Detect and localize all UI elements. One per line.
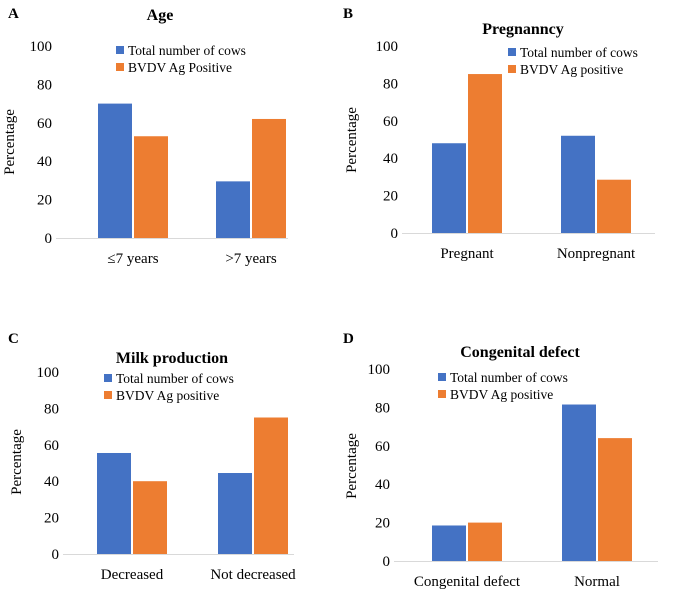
bar-total <box>98 103 132 238</box>
legend-label: Total number of cows <box>116 371 234 386</box>
legend-swatch-total <box>116 46 124 54</box>
bar-total <box>218 473 252 554</box>
legend-label: BVDV Ag positive <box>450 387 553 402</box>
y-tick-label: 20 <box>383 189 398 205</box>
legend-swatch-total <box>104 374 112 382</box>
chart-title: Pregnanncy <box>482 21 563 38</box>
legend-label: Total number of cows <box>450 370 568 385</box>
panel-letter: B <box>343 6 353 22</box>
y-tick-label: 20 <box>37 193 52 209</box>
y-tick-label: 60 <box>375 439 390 455</box>
y-tick-label: 0 <box>383 554 391 570</box>
x-tick-label: Not decreased <box>210 567 296 583</box>
bar-positive <box>134 136 168 238</box>
panel-age: A Age 0 20 40 60 80 100 Percentage ≤7 years >7 yea… <box>2 6 288 267</box>
panel-letter: A <box>8 6 19 22</box>
x-tick-label: ≤7 years <box>107 251 158 267</box>
legend-label: Total number of cows <box>520 45 638 60</box>
y-tick-label: 0 <box>52 547 60 563</box>
y-tick-label: 100 <box>368 362 391 378</box>
x-tick-label: Nonpregnant <box>557 246 636 262</box>
y-tick-label: 60 <box>37 116 52 132</box>
legend-label: BVDV Ag positive <box>520 62 623 77</box>
chart-title: Congenital defect <box>460 344 580 361</box>
panel-milk-production: C Milk production 0 20 40 60 80 100 Percentage De… <box>8 331 296 583</box>
y-axis-label: Percentage <box>344 433 360 499</box>
y-tick-label: 60 <box>44 438 59 454</box>
bar-positive <box>254 417 288 554</box>
y-axis-label: Percentage <box>9 429 25 495</box>
bar-total <box>562 404 596 561</box>
y-axis-label: Percentage <box>344 107 360 173</box>
x-tick-label: Normal <box>574 574 620 590</box>
bar-positive <box>598 438 632 561</box>
y-tick-label: 80 <box>383 76 398 92</box>
legend-swatch-positive <box>116 63 124 71</box>
x-tick-label: Congenital defect <box>414 574 521 590</box>
y-tick-label: 40 <box>375 477 390 493</box>
y-tick-label: 100 <box>37 365 60 381</box>
y-tick-label: 40 <box>44 474 59 490</box>
y-tick-label: 20 <box>44 511 59 527</box>
y-tick-label: 80 <box>37 77 52 93</box>
bar-total <box>216 181 250 238</box>
legend-swatch-positive <box>508 65 516 73</box>
bar-total <box>561 135 595 233</box>
panel-letter: C <box>8 331 19 347</box>
legend-swatch-positive <box>104 391 112 399</box>
panel-congenital-defect: D Congenital defect 0 20 40 60 80 100 Percentage… <box>343 331 658 590</box>
bar-positive <box>597 179 631 233</box>
bar-positive <box>252 118 286 238</box>
x-tick-label: Pregnant <box>440 246 494 262</box>
legend-label: BVDV Ag Positive <box>128 60 232 75</box>
x-tick-label: Decreased <box>101 567 164 583</box>
y-tick-label: 40 <box>383 151 398 167</box>
legend-swatch-total <box>438 373 446 381</box>
bar-total <box>432 143 466 233</box>
bar-positive <box>133 481 167 554</box>
panel-pregnancy: B Pregnanncy 0 20 40 60 80 100 Percentage Pregnan… <box>343 6 655 262</box>
legend-label: BVDV Ag positive <box>116 388 219 403</box>
legend-swatch-positive <box>438 390 446 398</box>
x-tick-label: >7 years <box>225 251 277 267</box>
bar-positive <box>468 522 502 561</box>
chart-title: Age <box>147 7 174 24</box>
y-tick-label: 60 <box>383 114 398 130</box>
y-tick-label: 20 <box>375 516 390 532</box>
bar-positive <box>468 74 502 233</box>
chart-title: Milk production <box>116 350 228 367</box>
legend-swatch-total <box>508 48 516 56</box>
bar-total <box>97 452 131 554</box>
y-tick-label: 100 <box>376 39 399 55</box>
y-tick-label: 0 <box>391 226 399 242</box>
bar-total <box>432 525 466 561</box>
y-axis-label: Percentage <box>2 109 18 175</box>
legend-label: Total number of cows <box>128 43 246 58</box>
y-tick-label: 0 <box>45 231 53 247</box>
y-tick-label: 80 <box>375 400 390 416</box>
y-tick-label: 40 <box>37 154 52 170</box>
panel-letter: D <box>343 331 354 347</box>
y-tick-label: 100 <box>30 39 53 55</box>
y-tick-label: 80 <box>44 401 59 417</box>
